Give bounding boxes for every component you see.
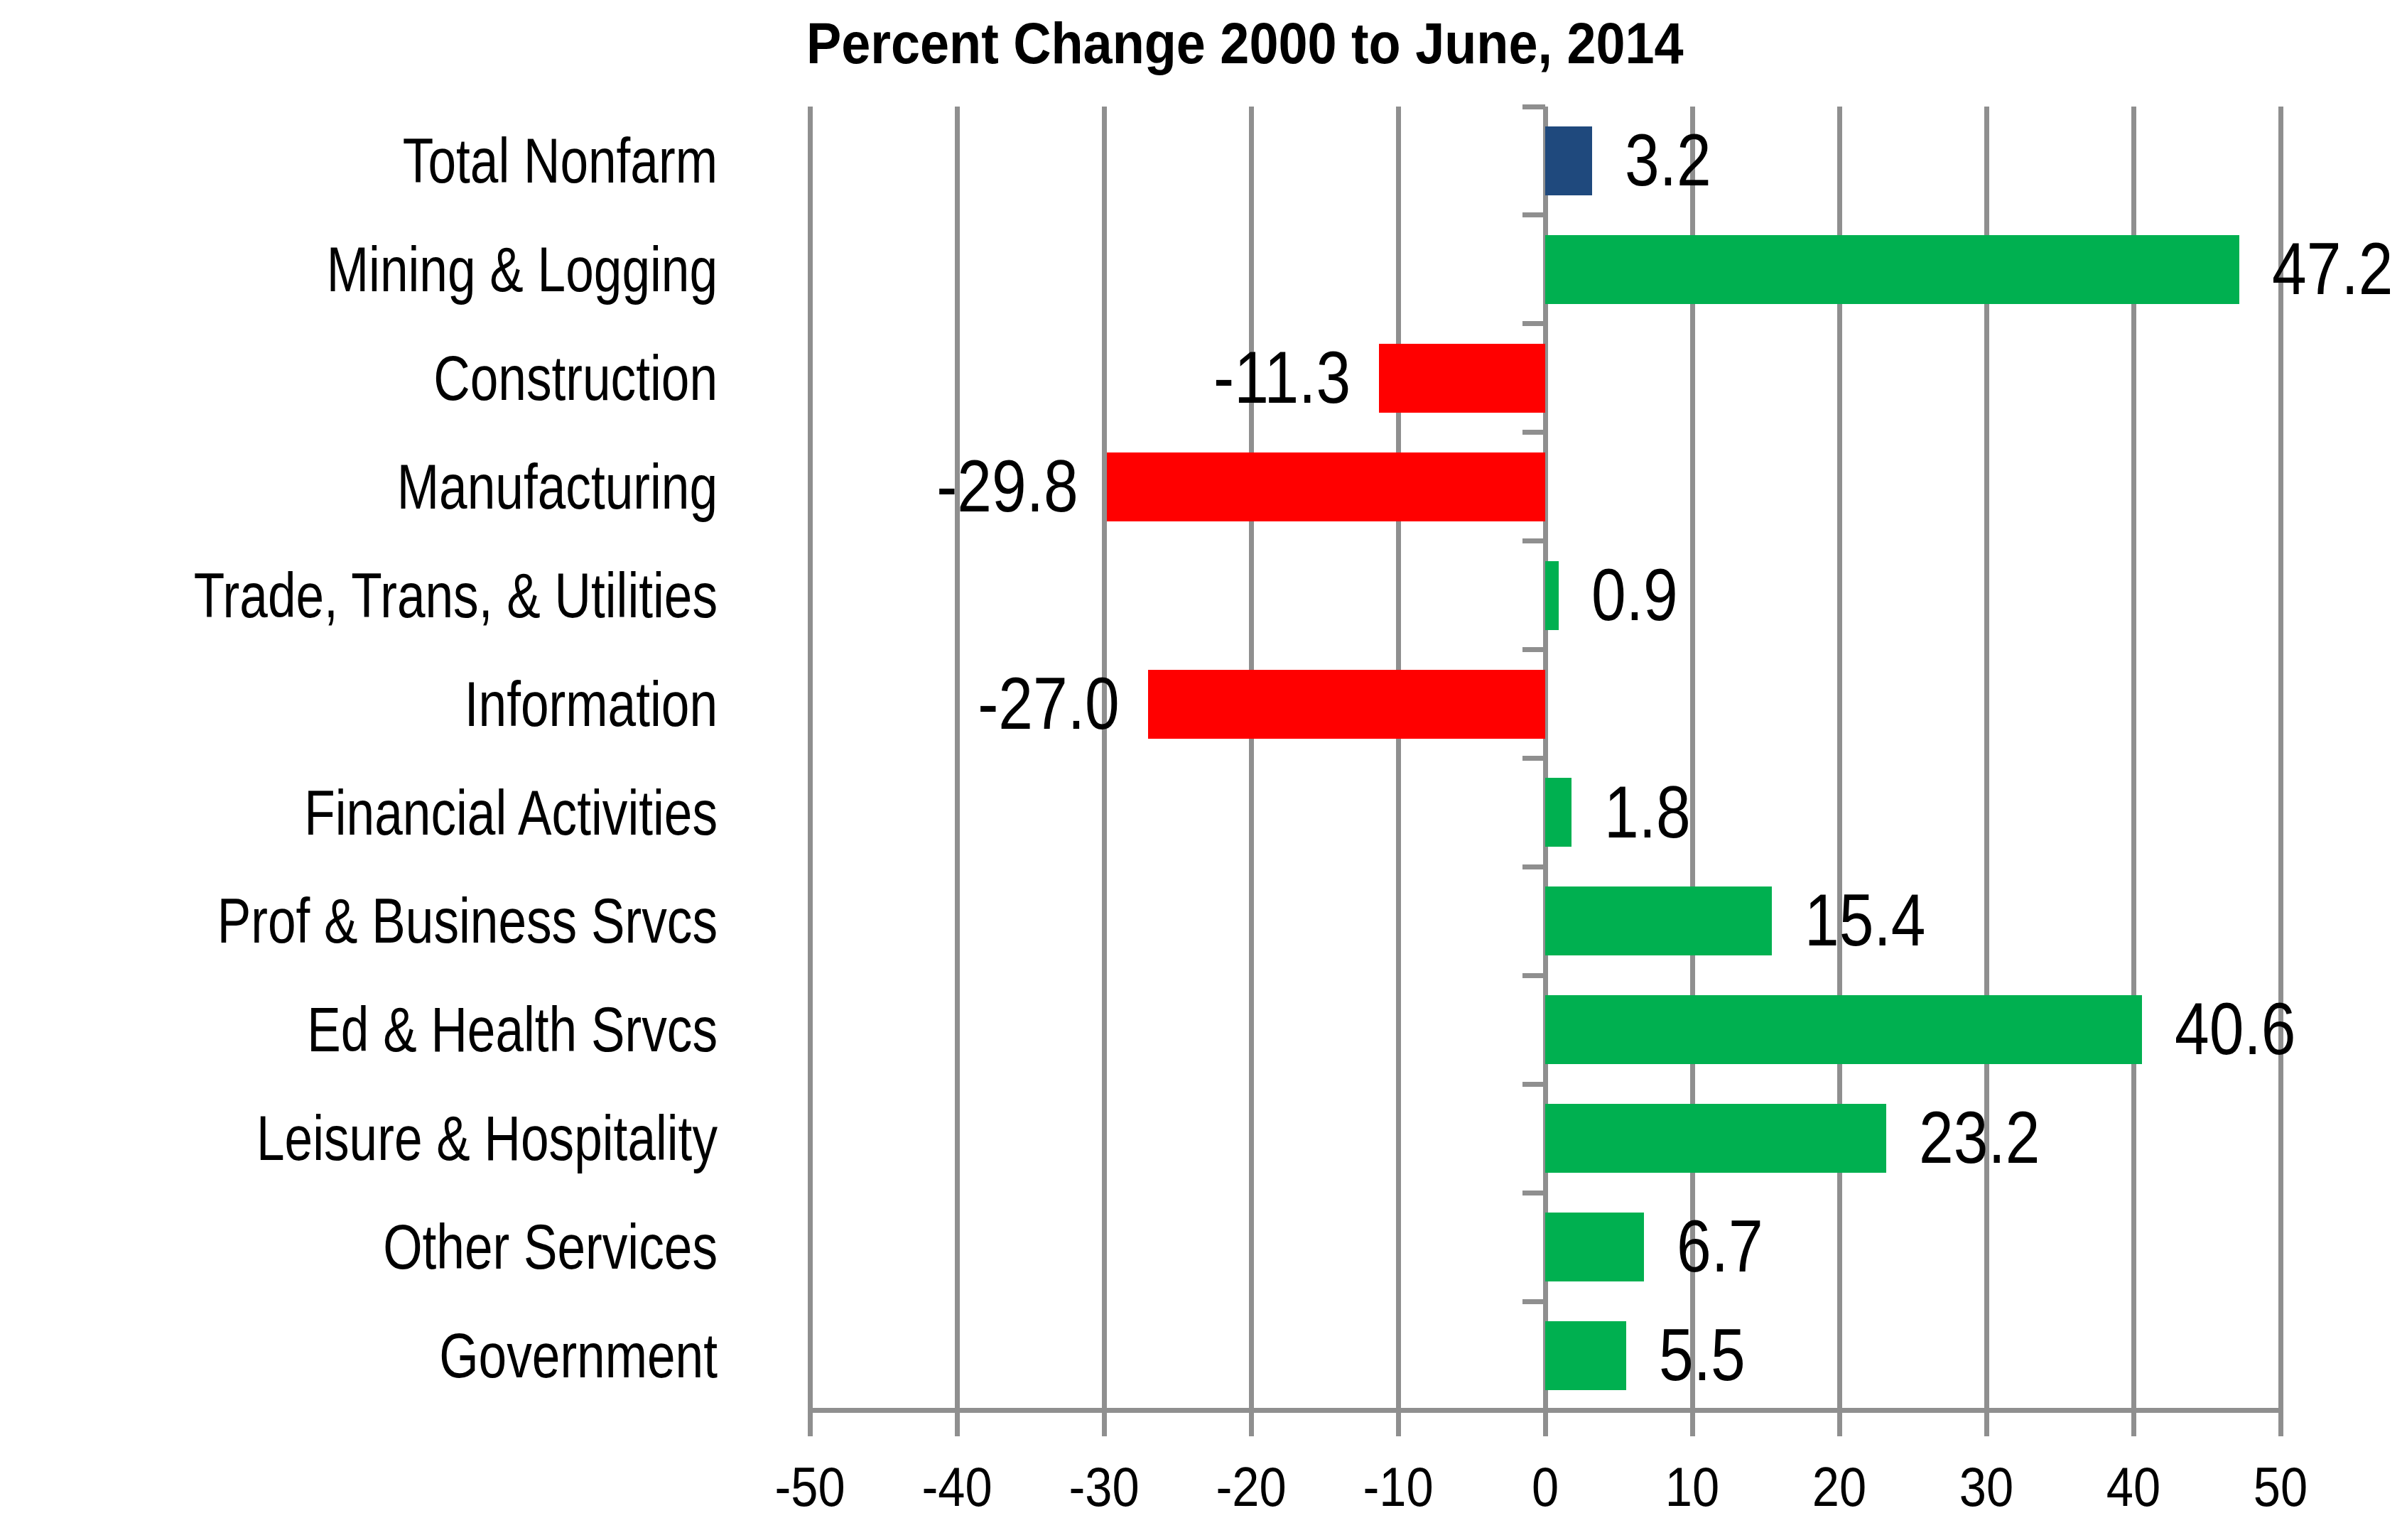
category-label: Other Services <box>144 1193 718 1301</box>
x-axis-tick <box>1543 1410 1548 1436</box>
value-label: -11.3 <box>1213 324 1351 433</box>
category-axis-tick <box>1522 647 1545 652</box>
gridline <box>1249 107 1254 1410</box>
value-label: -27.0 <box>978 650 1120 759</box>
bar <box>1148 670 1545 739</box>
bar-chart: Percent Change 2000 to June, 2014 3.2 Tot… <box>0 0 2402 1540</box>
value-label: 0.9 <box>1591 541 1678 650</box>
value-label: 5.5 <box>1659 1301 1746 1410</box>
x-axis-tick <box>1984 1410 1989 1436</box>
value-label: 40.6 <box>2175 975 2295 1084</box>
bar <box>1545 1213 1644 1281</box>
category-axis-tick <box>1522 973 1545 978</box>
category-label: Manufacturing <box>144 433 718 541</box>
bar <box>1545 561 1559 630</box>
value-label: -29.8 <box>937 433 1079 541</box>
x-tick-label: -40 <box>921 1455 992 1519</box>
category-axis-tick <box>1522 864 1545 869</box>
chart-title: Percent Change 2000 to June, 2014 <box>806 10 1684 77</box>
x-axis-tick <box>955 1410 960 1436</box>
category-axis-tick <box>1522 1082 1545 1087</box>
gridline <box>1102 107 1107 1410</box>
x-axis-tick <box>2278 1410 2283 1436</box>
value-label: 6.7 <box>1677 1193 1763 1301</box>
x-axis-tick <box>808 1410 813 1436</box>
value-label: 15.4 <box>1805 867 1925 975</box>
category-label: Construction <box>144 324 718 433</box>
bar <box>1545 995 2142 1064</box>
bar <box>1379 344 1545 413</box>
category-axis-tick <box>1522 756 1545 761</box>
category-label: Information <box>144 650 718 759</box>
x-axis-tick <box>1396 1410 1401 1436</box>
value-label: 3.2 <box>1625 107 1711 215</box>
x-tick-label: 50 <box>2254 1455 2308 1519</box>
bar <box>1545 1104 1886 1173</box>
category-label: Ed & Health Srvcs <box>144 975 718 1084</box>
gridline <box>1396 107 1401 1410</box>
x-axis-tick <box>1249 1410 1254 1436</box>
x-tick-label: -50 <box>774 1455 845 1519</box>
bar <box>1545 778 1571 847</box>
category-label: Leisure & Hospitality <box>144 1084 718 1193</box>
bar <box>1545 235 2239 304</box>
gridline <box>955 107 960 1410</box>
category-axis-tick <box>1522 212 1545 217</box>
x-tick-label: -20 <box>1216 1455 1286 1519</box>
value-label: 1.8 <box>1604 759 1691 867</box>
category-label: Mining & Logging <box>144 215 718 324</box>
x-tick-label: 40 <box>2106 1455 2160 1519</box>
x-axis-tick <box>1690 1410 1695 1436</box>
x-axis-tick <box>1102 1410 1107 1436</box>
category-label: Government <box>144 1301 718 1410</box>
x-tick-label: 20 <box>1812 1455 1866 1519</box>
gridline <box>808 107 813 1410</box>
x-tick-label: 30 <box>1959 1455 2013 1519</box>
bar <box>1107 452 1545 521</box>
x-tick-label: 0 <box>1532 1455 1559 1519</box>
category-axis-tick <box>1522 1299 1545 1304</box>
bar <box>1545 886 1772 955</box>
category-label: Total Nonfarm <box>144 107 718 215</box>
category-label: Financial Activities <box>144 759 718 867</box>
bar <box>1545 1321 1626 1390</box>
value-label: 47.2 <box>2272 215 2393 324</box>
x-tick-label: -30 <box>1069 1455 1139 1519</box>
category-label: Trade, Trans, & Utilities <box>144 541 718 650</box>
category-axis-tick <box>1522 104 1545 109</box>
value-label: 23.2 <box>1919 1084 2040 1193</box>
category-label: Prof & Business Srvcs <box>144 867 718 975</box>
category-axis-tick <box>1522 1191 1545 1195</box>
category-axis-tick <box>1522 430 1545 435</box>
bar <box>1545 126 1592 195</box>
category-axis-tick <box>1522 321 1545 326</box>
x-tick-label: 10 <box>1665 1455 1719 1519</box>
x-tick-label: -10 <box>1363 1455 1433 1519</box>
x-axis-tick <box>1837 1410 1842 1436</box>
x-axis-tick <box>2131 1410 2136 1436</box>
category-axis-tick <box>1522 538 1545 543</box>
